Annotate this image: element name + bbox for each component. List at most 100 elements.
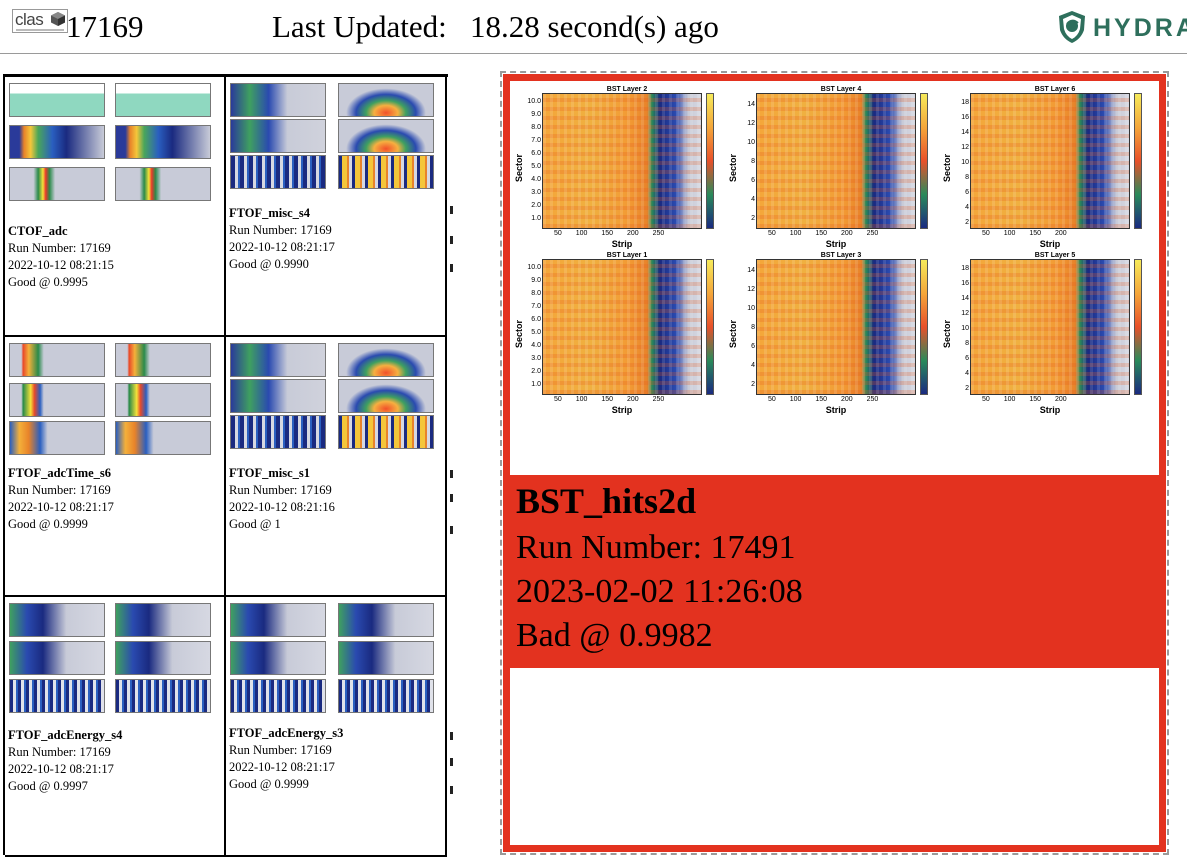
heatmap-panel <box>9 603 105 637</box>
heatmap-panel <box>9 125 105 159</box>
heatmap-panel <box>230 415 326 449</box>
current-run-number: 17169 <box>66 9 144 44</box>
heatmap <box>756 93 916 229</box>
heatmap-panel <box>115 167 211 201</box>
thumbnail-run: Run Number: 17169 <box>229 483 332 497</box>
thumbnail-info: CTOF_adc Run Number: 17169 2022-10-12 08… <box>8 223 114 291</box>
heatmap <box>542 93 702 229</box>
thumbnail-time: 2022-10-12 08:21:17 <box>229 760 335 774</box>
bst-layer-plot: BST Layer 3 Sector 14 12 10 8 6 4 2 50 100 150… <box>728 252 936 423</box>
thumbnail-info: FTOF_misc_s1 Run Number: 17169 2022-10-1… <box>229 465 335 533</box>
thumbnail-status: Good @ 0.9999 <box>229 777 309 791</box>
thumbnail-card[interactable]: CTOF_adc Run Number: 17169 2022-10-12 08… <box>5 77 226 337</box>
thumbnail-image[interactable] <box>230 339 442 457</box>
thumbnail-time: 2022-10-12 08:21:15 <box>8 258 114 272</box>
thumbnail-info: FTOF_misc_s4 Run Number: 17169 2022-10-1… <box>229 205 335 273</box>
thumbnail-run: Run Number: 17169 <box>8 241 111 255</box>
colorbar <box>1134 93 1142 229</box>
subplot-ylabel: Sector <box>514 319 524 348</box>
bst-layer-plot: BST Layer 1 Sector 10.0 9.0 8.0 7.0 6.0 5.0 4.… <box>514 252 722 423</box>
thumbnail-title: FTOF_adcEnergy_s4 <box>8 728 123 742</box>
thumbnail-run: Run Number: 17169 <box>8 745 111 759</box>
thumbnail-image[interactable] <box>9 599 221 717</box>
subplot-xticks: 50 100 150 200 250 <box>768 230 879 237</box>
heatmap-panel <box>115 421 211 455</box>
heatmap-panel <box>338 415 434 449</box>
subplot-ylabel: Sector <box>514 153 524 182</box>
thumbnail-card[interactable]: FTOF_adcEnergy_s3 Run Number: 17169 2022… <box>226 597 447 857</box>
subplot-xlabel: Strip <box>1039 405 1061 415</box>
colorbar <box>920 259 928 395</box>
thumbnail-card[interactable]: FTOF_misc_s4 Run Number: 17169 2022-10-1… <box>226 77 447 337</box>
heatmap-panel <box>230 155 326 189</box>
subplot-title: BST Layer 2 <box>606 86 648 93</box>
heatmap-panel <box>338 641 434 675</box>
thumbnail-image[interactable] <box>9 79 221 201</box>
heatmap-panel <box>115 679 211 713</box>
thumbnail-time: 2022-10-12 08:21:17 <box>8 762 114 776</box>
bst-layer-plot: BST Layer 2 Sector 10.0 9.0 8.0 7.0 6.0 5.0 4.… <box>514 86 722 257</box>
last-updated: Last Updated: 18.28 second(s) ago <box>272 8 719 46</box>
heatmap-panel <box>230 679 326 713</box>
subplot-title: BST Layer 6 <box>1034 86 1076 93</box>
hydra-logo[interactable]: HYDRA <box>1057 10 1187 46</box>
bst-layer-plot: BST Layer 4 Sector 14 12 10 8 6 4 2 50 100 150… <box>728 86 936 257</box>
subplot-yticks: 10.0 9.0 8.0 7.0 6.0 5.0 4.0 3.0 2.0 1.0 <box>527 98 541 222</box>
subplot-yticks: 14 12 10 8 6 4 2 <box>747 101 755 222</box>
heatmap <box>756 259 916 395</box>
subplot-xticks: 50 100 150 200 <box>982 396 1067 403</box>
heatmap-panel <box>9 167 105 201</box>
heatmap-panel <box>230 343 326 377</box>
thumbnail-card[interactable]: FTOF_misc_s1 Run Number: 17169 2022-10-1… <box>226 337 447 597</box>
clas-logo-text: clas <box>15 10 44 29</box>
thumbnail-status: Good @ 0.9995 <box>8 275 88 289</box>
next-column-edge <box>448 74 456 854</box>
thumbnail-image[interactable] <box>230 79 442 197</box>
featured-plot-image[interactable]: BST Layer 2 Sector 10.0 9.0 8.0 7.0 6.0 5.0 4.… <box>510 81 1159 475</box>
subplot-title: BST Layer 3 <box>820 252 862 259</box>
subplot-yticks: 14 12 10 8 6 4 2 <box>747 267 755 388</box>
heatmap <box>970 259 1130 395</box>
last-updated-label: Last Updated: <box>272 9 447 44</box>
featured-status-box: BST_hits2d Run Number: 17491 2023-02-02 … <box>510 475 1159 668</box>
plot-thumbnail-grid: CTOF_adc Run Number: 17169 2022-10-12 08… <box>3 74 448 857</box>
heatmap-panel <box>115 641 211 675</box>
logo-subtitle-line <box>16 29 64 31</box>
heatmap-panel <box>115 343 211 377</box>
subplot-xticks: 50 100 150 200 250 <box>554 230 665 237</box>
thumbnail-card[interactable]: FTOF_adcEnergy_s4 Run Number: 17169 2022… <box>5 597 226 857</box>
heatmap-panel <box>338 343 434 377</box>
thumbnail-info: FTOF_adcEnergy_s4 Run Number: 17169 2022… <box>8 727 122 795</box>
thumbnail-image[interactable] <box>230 599 442 717</box>
subplot-title: BST Layer 4 <box>820 86 862 93</box>
subplot-xlabel: Strip <box>825 405 847 415</box>
heatmap <box>970 93 1130 229</box>
featured-time: 2023-02-02 11:26:08 <box>516 573 803 610</box>
colorbar <box>706 259 714 395</box>
featured-status: Bad @ 0.9982 <box>516 617 713 654</box>
subplot-xlabel: Strip <box>611 405 633 415</box>
bst-layer-plot: BST Layer 5 Sector 18 16 14 12 10 8 6 4 2 50 100… <box>942 252 1150 423</box>
subplot-xticks: 50 100 150 200 250 <box>554 396 665 403</box>
heatmap-panel <box>230 603 326 637</box>
heatmap-panel <box>9 641 105 675</box>
thumbnail-time: 2022-10-12 08:21:16 <box>229 500 335 514</box>
clas-logo: clas <box>12 9 68 33</box>
histogram-panel <box>115 83 211 117</box>
thumbnail-status: Good @ 0.9999 <box>8 517 88 531</box>
subplot-xticks: 50 100 150 200 250 <box>768 396 879 403</box>
heatmap-panel <box>115 125 211 159</box>
thumbnail-image[interactable] <box>9 339 221 457</box>
subplot-ylabel: Sector <box>728 153 738 182</box>
thumbnail-info: FTOF_adcTime_s6 Run Number: 17169 2022-1… <box>8 465 114 533</box>
thumbnail-card[interactable]: FTOF_adcTime_s6 Run Number: 17169 2022-1… <box>5 337 226 597</box>
heatmap-panel <box>115 383 211 417</box>
subplot-title: BST Layer 5 <box>1034 252 1076 259</box>
featured-plot-card[interactable]: BST Layer 2 Sector 10.0 9.0 8.0 7.0 6.0 5.0 4.… <box>500 71 1169 855</box>
cube-icon <box>51 12 65 26</box>
heatmap-panel <box>230 379 326 413</box>
subplot-title: BST Layer 1 <box>606 252 648 259</box>
subplot-xlabel: Strip <box>611 239 633 249</box>
heatmap-panel <box>230 641 326 675</box>
thumbnail-time: 2022-10-12 08:21:17 <box>8 500 114 514</box>
